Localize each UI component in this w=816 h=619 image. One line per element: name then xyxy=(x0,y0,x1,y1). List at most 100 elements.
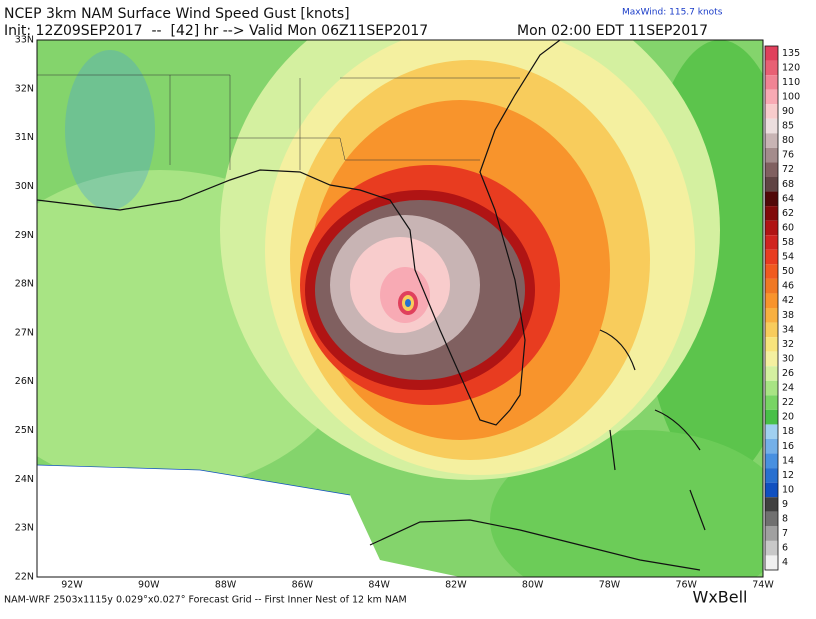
colorbar-label: 30 xyxy=(782,353,794,364)
colorbar-label: 135 xyxy=(782,48,800,59)
colorbar-swatch xyxy=(765,264,778,279)
lat-label: 27N xyxy=(15,327,34,338)
lat-label: 32N xyxy=(15,83,34,94)
lat-label: 28N xyxy=(15,279,34,290)
colorbar-label: 10 xyxy=(782,484,794,495)
colorbar-frame xyxy=(764,45,779,571)
colorbar-swatch xyxy=(765,322,778,338)
footer: NAM-WRF 2503x1115y 0.029°x0.027° Forecas… xyxy=(4,595,407,606)
colorbar-label: 20 xyxy=(782,412,794,423)
colorbar-label: 85 xyxy=(782,121,794,132)
colorbar-swatch xyxy=(765,409,778,425)
colorbar-swatch xyxy=(765,249,778,265)
lon-label: 88W xyxy=(215,580,237,591)
lon-label: 80W xyxy=(522,580,544,591)
title: NCEP 3km NAM Surface Wind Speed Gust [kn… xyxy=(4,6,350,22)
colorbar-swatch xyxy=(765,366,778,381)
colorbar-label: 58 xyxy=(782,237,794,248)
colorbar-swatch xyxy=(765,540,778,556)
colorbar-swatch xyxy=(765,439,778,454)
colorbar-swatch xyxy=(765,395,778,410)
colorbar-label: 38 xyxy=(782,310,794,321)
colorbar-label: 46 xyxy=(782,281,794,292)
colorbar-swatch xyxy=(765,104,778,119)
colorbar-label: 9 xyxy=(782,499,788,510)
colorbar-label: 4 xyxy=(782,557,788,568)
local-time: Mon 02:00 EDT 11SEP2017 xyxy=(517,23,708,39)
colorbar-swatch xyxy=(765,497,778,512)
colorbar-label: 14 xyxy=(782,455,794,466)
init-line: Init: 12Z09SEP2017 -- [42] hr --> Valid … xyxy=(4,23,428,39)
colorbar-swatch xyxy=(765,278,778,294)
colorbar-swatch xyxy=(765,147,778,163)
colorbar-swatch xyxy=(765,308,778,323)
colorbar-swatch xyxy=(765,133,778,148)
colorbar-swatch xyxy=(765,337,778,352)
colorbar-label: 8 xyxy=(782,514,788,525)
colorbar-swatch xyxy=(765,453,778,469)
colorbar-swatch xyxy=(765,46,778,61)
colorbar-label: 80 xyxy=(782,135,794,146)
map-area xyxy=(37,40,763,577)
lat-label: 25N xyxy=(15,425,34,436)
lat-label: 30N xyxy=(15,181,34,192)
colorbar-label: 62 xyxy=(782,208,794,219)
colorbar-swatch xyxy=(765,293,778,308)
colorbar-swatch xyxy=(765,118,778,134)
colorbar-swatch xyxy=(765,162,778,177)
colorbar-swatch xyxy=(765,380,778,396)
colorbar-label: 68 xyxy=(782,179,794,190)
colorbar-label: 7 xyxy=(782,528,788,539)
colorbar-swatch xyxy=(765,75,778,90)
colorbar-swatch xyxy=(765,351,778,367)
colorbar-label: 72 xyxy=(782,164,794,175)
logo: WxBell xyxy=(693,588,748,607)
lat-label: 33N xyxy=(15,35,34,46)
colorbar-label: 6 xyxy=(782,543,788,554)
lat-label: 23N xyxy=(15,523,34,534)
colorbar-label: 100 xyxy=(782,91,800,102)
map-frame xyxy=(36,39,764,578)
lat-label: 22N xyxy=(15,572,34,583)
max-wind: MaxWind: 115.7 knots xyxy=(622,8,723,18)
colorbar-label: 22 xyxy=(782,397,794,408)
lon-label: 82W xyxy=(445,580,467,591)
colorbar-label: 120 xyxy=(782,62,800,73)
colorbar-swatch xyxy=(765,89,778,105)
colorbar-label: 18 xyxy=(782,426,794,437)
colorbar-swatch xyxy=(765,220,778,236)
lat-label: 24N xyxy=(15,474,34,485)
lon-label: 86W xyxy=(292,580,314,591)
colorbar-swatch xyxy=(765,177,778,192)
colorbar-swatch xyxy=(765,482,778,498)
lon-label: 74W xyxy=(752,580,774,591)
colorbar-label: 54 xyxy=(782,252,794,263)
colorbar-label: 24 xyxy=(782,383,794,394)
colorbar-swatch xyxy=(765,235,778,250)
colorbar-label: 110 xyxy=(782,77,800,88)
colorbar-swatch xyxy=(765,60,778,76)
colorbar-label: 90 xyxy=(782,106,794,117)
colorbar-label: 34 xyxy=(782,324,794,335)
colorbar-label: 16 xyxy=(782,441,794,452)
lon-label: 76W xyxy=(675,580,697,591)
colorbar-swatch xyxy=(765,468,778,483)
lat-label: 26N xyxy=(15,376,34,387)
lat-label: 29N xyxy=(15,230,34,241)
colorbar-swatch xyxy=(765,191,778,207)
colorbar-swatch xyxy=(765,511,778,527)
colorbar-label: 42 xyxy=(782,295,794,306)
lon-label: 84W xyxy=(368,580,390,591)
colorbar-swatch xyxy=(765,526,778,541)
colorbar-label: 76 xyxy=(782,150,794,161)
colorbar-swatch xyxy=(765,206,778,221)
lon-label: 78W xyxy=(599,580,621,591)
colorbar-swatch xyxy=(765,424,778,439)
colorbar-label: 60 xyxy=(782,222,794,233)
lat-label: 31N xyxy=(15,132,34,143)
lon-label: 92W xyxy=(61,580,83,591)
colorbar-label: 12 xyxy=(782,470,794,481)
colorbar-label: 64 xyxy=(782,193,794,204)
colorbar-label: 26 xyxy=(782,368,794,379)
